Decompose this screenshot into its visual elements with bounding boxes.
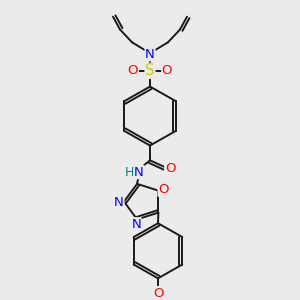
Text: O: O (165, 162, 175, 175)
Text: N: N (134, 166, 144, 178)
Text: N: N (114, 196, 124, 209)
Text: O: O (153, 286, 163, 300)
Text: O: O (128, 64, 138, 77)
Text: N: N (145, 48, 155, 61)
Text: S: S (145, 63, 155, 78)
Text: O: O (158, 183, 169, 196)
Text: H: H (124, 166, 134, 178)
Text: O: O (162, 64, 172, 77)
Text: N: N (131, 218, 141, 231)
